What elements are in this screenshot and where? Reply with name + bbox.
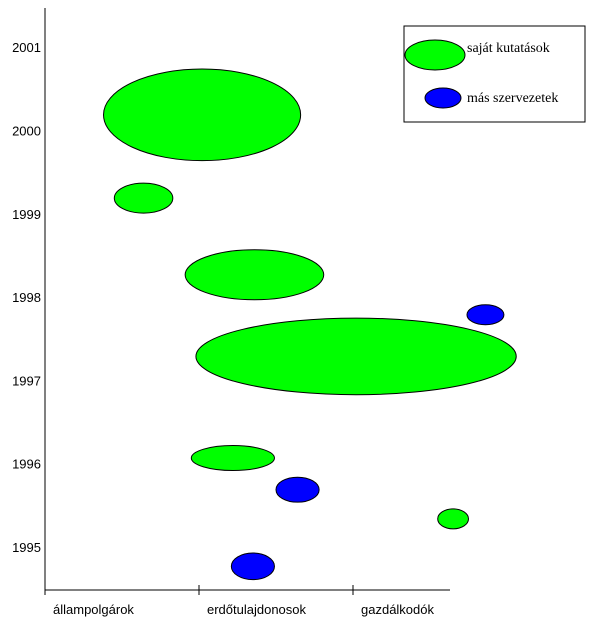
bubble-sajat-kutatasok-1 [113,182,174,214]
x-tick-label-2: gazdálkodók [361,602,434,617]
legend-marker-mas-szervezetek [424,87,462,109]
legend-label-mas-szervezetek: más szervezetek [467,91,558,106]
bubble-sajat-kutatasok-4 [190,445,275,472]
x-ticks: állampolgárok erdőtulajdonosok gazdálkodók [44,585,434,617]
bubble-sajat-kutatasok-3 [195,317,517,396]
axes [44,8,450,591]
bubble-mas-szervezetek-2 [230,552,275,581]
bubble-mas-szervezetek-1 [275,476,320,503]
bubble-sajat-kutatasok-2 [184,249,325,301]
y-tick-label-1995: 1995 [12,540,41,555]
y-tick-label-1996: 1996 [12,457,41,472]
bubble-mas-szervezetek-0 [466,304,505,326]
legend: saját kutatások más szervezetek [403,25,586,123]
bubble-sajat-kutatasok-0 [103,68,302,162]
y-tick-label-1998: 1998 [12,290,41,305]
x-tick-label-1: erdőtulajdonosok [207,602,307,617]
y-tick-label-2000: 2000 [12,124,41,139]
y-tick-label-2001: 2001 [12,40,41,55]
x-tick-label-0: állampolgárok [53,602,134,617]
bubble-sajat-kutatasok-5 [437,508,470,530]
y-ticks: 1995 1996 1997 1998 1999 2000 2001 [12,40,41,555]
legend-label-sajat-kutatasok: saját kutatások [467,41,550,56]
y-tick-label-1997: 1997 [12,373,41,388]
bubble-layer [103,68,517,581]
legend-marker-sajat-kutatasok [404,39,466,71]
y-tick-label-1999: 1999 [12,207,41,222]
